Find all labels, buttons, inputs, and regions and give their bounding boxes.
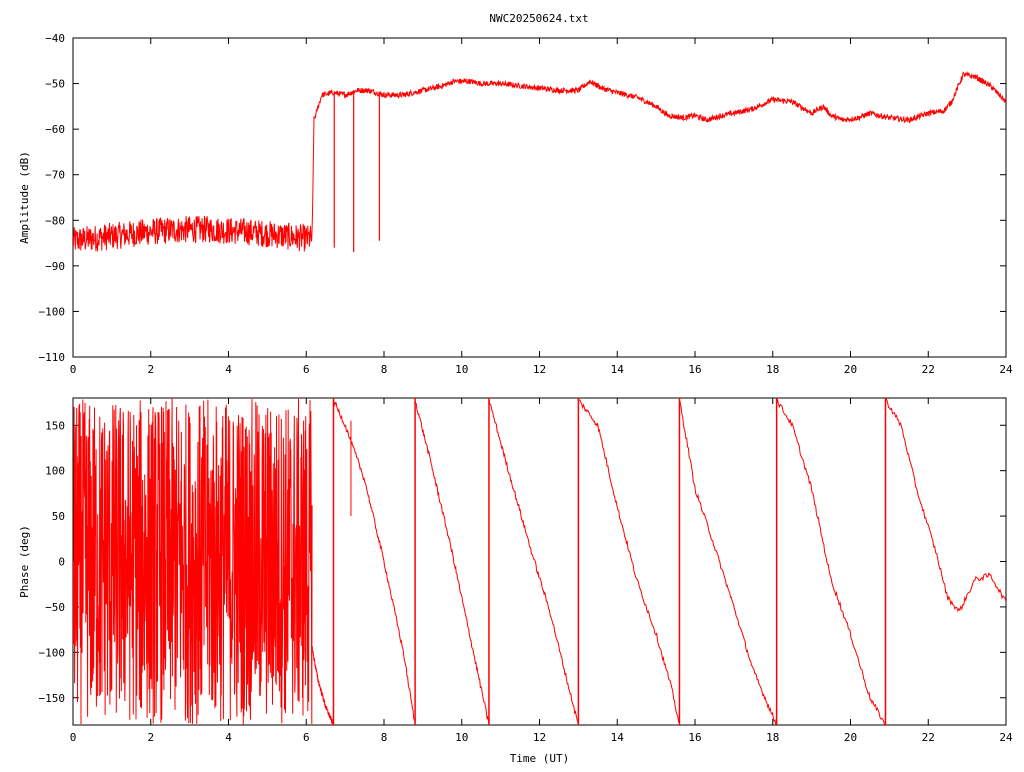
y-axis-label: Amplitude (dB)	[18, 151, 31, 244]
phase-noise-line	[73, 398, 313, 725]
x-tick-label: 18	[766, 731, 779, 744]
x-tick-label: 16	[688, 731, 701, 744]
y-tick-label: 0	[58, 556, 65, 569]
y-tick-label: −100	[39, 305, 66, 318]
phase-series-segment	[488, 399, 579, 725]
x-tick-label: 18	[766, 363, 779, 376]
y-tick-label: −90	[45, 260, 65, 273]
x-tick-label: 4	[225, 363, 232, 376]
y-tick-label: 100	[45, 465, 65, 478]
y-tick-label: −100	[39, 646, 66, 659]
x-tick-label: 22	[922, 363, 935, 376]
y-tick-label: 150	[45, 419, 65, 432]
amplitude-series-line	[73, 70, 1006, 252]
plot-frame	[72, 37, 1007, 358]
x-tick-label: 24	[999, 731, 1013, 744]
phase-series-segment	[311, 646, 334, 725]
x-tick-label: 14	[611, 363, 625, 376]
plot-area	[73, 70, 1006, 253]
x-tick-label: 2	[147, 731, 154, 744]
x-tick-label: 0	[70, 363, 77, 376]
phase-series-segment	[414, 400, 490, 725]
y-tick-label: −110	[39, 351, 66, 364]
x-tick-label: 6	[303, 731, 310, 744]
x-tick-label: 22	[922, 731, 935, 744]
plot-area	[73, 398, 1006, 725]
y-tick-label: 50	[52, 510, 65, 523]
phase-series-segment	[776, 398, 886, 725]
chart-title: NWC20250624.txt	[489, 12, 588, 25]
x-tick-label: 12	[533, 731, 546, 744]
amplitude-panel: 0 2 4 6 8 10 12 14 16 18 20 22 24−40−50−60−70−80−90−…	[18, 32, 1013, 376]
y-tick-label: −50	[45, 78, 65, 91]
phase-series-segment	[679, 399, 777, 725]
y-axis-label: Phase (deg)	[18, 525, 31, 598]
x-tick-label: 16	[688, 363, 701, 376]
y-tick-label: −80	[45, 214, 65, 227]
x-tick-label: 2	[147, 363, 154, 376]
x-axis-label: Time (UT)	[510, 752, 570, 765]
x-tick-label: 20	[844, 363, 857, 376]
x-tick-label: 24	[999, 363, 1013, 376]
phase-series-segment	[333, 398, 416, 724]
phase-series-segment	[885, 398, 1006, 613]
x-tick-label: 0	[70, 731, 77, 744]
x-tick-label: 8	[381, 363, 388, 376]
phase-panel: 0 2 4 6 8 10 12 14 16 18 20 22 24150100500−50−100−15…	[18, 397, 1013, 765]
x-tick-label: 10	[455, 363, 468, 376]
phase-series-segment	[577, 398, 680, 723]
x-tick-label: 4	[225, 731, 232, 744]
x-tick-label: 20	[844, 731, 857, 744]
y-tick-label: −50	[45, 601, 65, 614]
x-tick-label: 10	[455, 731, 468, 744]
x-tick-label: 6	[303, 363, 310, 376]
x-tick-label: 12	[533, 363, 546, 376]
y-tick-label: −60	[45, 123, 65, 136]
y-tick-label: −40	[45, 32, 65, 45]
x-tick-label: 14	[611, 731, 625, 744]
x-tick-label: 8	[381, 731, 388, 744]
y-tick-label: −150	[39, 692, 66, 705]
y-tick-label: −70	[45, 169, 65, 182]
